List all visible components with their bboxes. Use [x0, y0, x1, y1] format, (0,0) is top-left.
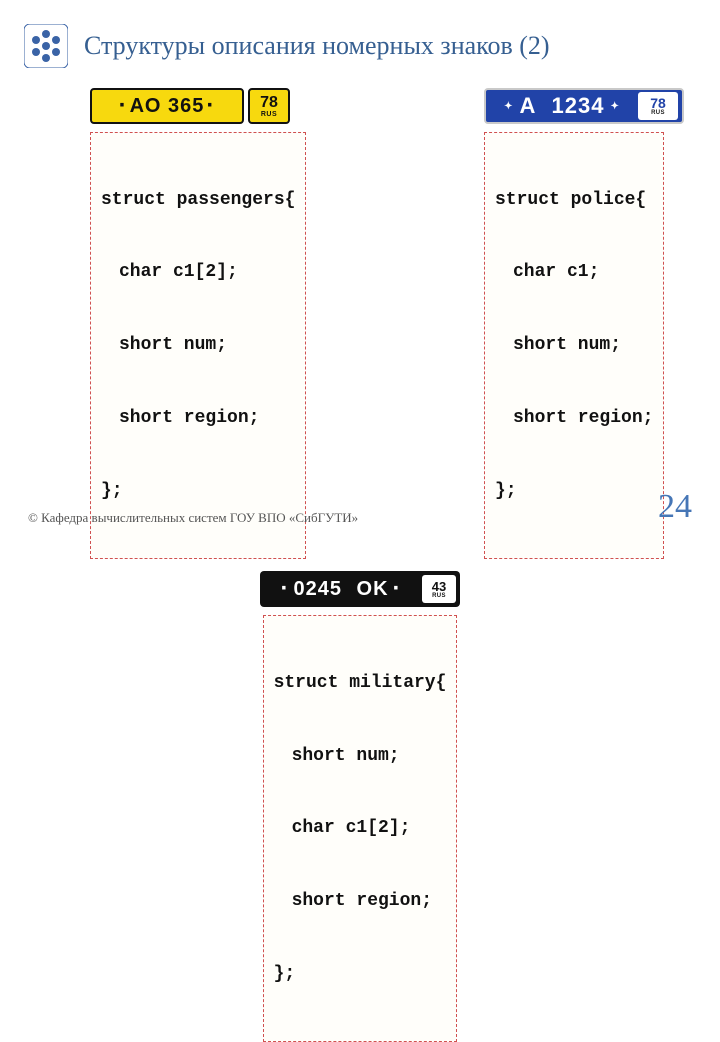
slide-footer: © Кафедра вычислительных систем ГОУ ВПО … [28, 488, 692, 526]
passenger-plate: · АО 365 · 78 RUS [90, 88, 290, 124]
plate-number: 1234 [552, 93, 605, 119]
military-plate: · 0245 OK · 43 RUS [260, 571, 460, 607]
code-line: short region; [274, 889, 447, 913]
police-plate-region: 78 RUS [638, 92, 678, 120]
plate-letters: АО [130, 95, 162, 118]
code-line: struct passengers{ [101, 188, 295, 212]
code-line: char c1[2]; [101, 260, 295, 284]
plate-number: 0245 [293, 578, 342, 601]
region-sub: RUS [432, 593, 446, 599]
top-row: · АО 365 · 78 RUS struct passengers{ cha… [0, 78, 720, 559]
dot-icon: · [119, 92, 128, 120]
region-number: 43 [432, 580, 446, 593]
code-line: char c1; [495, 260, 653, 284]
university-logo-icon [24, 24, 68, 68]
military-column: · 0245 OK · 43 RUS struct military{ shor… [0, 571, 720, 1042]
code-line: struct military{ [274, 671, 447, 695]
region-sub: RUS [651, 110, 665, 116]
dot-icon: · [206, 92, 215, 120]
military-plate-region: 43 RUS [422, 575, 456, 603]
police-plate-main: ✦ А 1234 ✦ [490, 93, 634, 119]
dot-icon: · [280, 575, 289, 603]
plate-letter: А [520, 93, 537, 119]
code-line: short num; [274, 744, 447, 768]
copyright-text: © Кафедра вычислительных систем ГОУ ВПО … [28, 510, 358, 526]
dot-icon: · [393, 575, 402, 603]
code-line: short num; [101, 333, 295, 357]
dot-icon: ✦ [504, 101, 513, 112]
region-number: 78 [650, 96, 666, 110]
passenger-plate-region: 78 RUS [248, 88, 290, 124]
code-line: }; [274, 962, 447, 986]
slide-title: Структуры описания номерных знаков (2) [84, 30, 550, 61]
military-plate-main: · 0245 OK · [264, 575, 418, 603]
plate-letters: OK [357, 578, 389, 601]
plate-number: 365 [168, 95, 204, 118]
slide-header: Структуры описания номерных знаков (2) [0, 0, 720, 78]
military-struct-code: struct military{ short num; char c1[2]; … [263, 615, 458, 1042]
code-line: struct police{ [495, 188, 653, 212]
code-line: short region; [495, 406, 653, 430]
code-line: short region; [101, 406, 295, 430]
police-plate: ✦ А 1234 ✦ 78 RUS [484, 88, 684, 124]
dot-icon: ✦ [610, 101, 619, 112]
code-line: short num; [495, 333, 653, 357]
region-sub: RUS [261, 111, 277, 118]
code-line: char c1[2]; [274, 816, 447, 840]
passenger-plate-main: · АО 365 · [90, 88, 244, 124]
region-number: 78 [260, 95, 278, 111]
page-number: 24 [658, 488, 692, 526]
